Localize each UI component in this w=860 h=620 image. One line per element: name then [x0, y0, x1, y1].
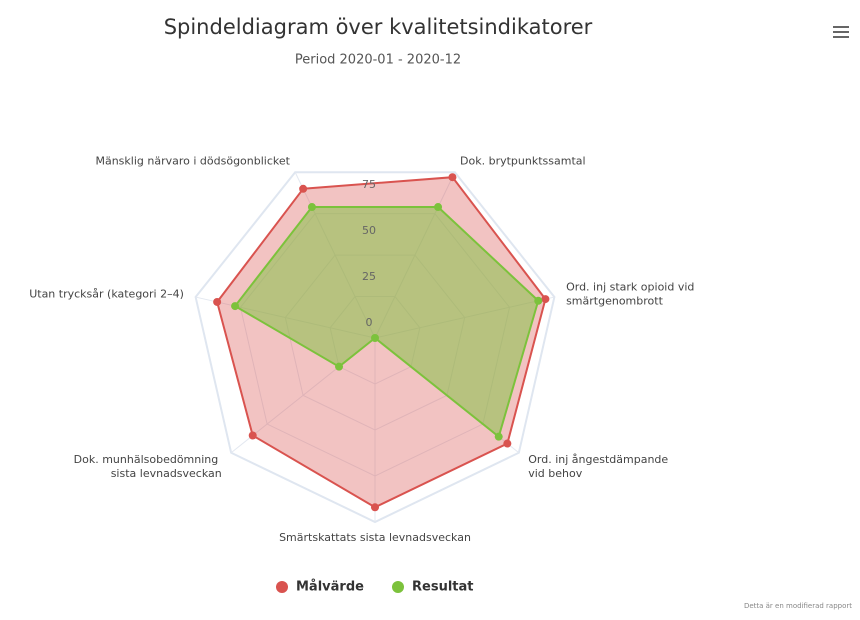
category-label: Utan trycksår (kategori 2–4): [29, 287, 184, 300]
legend-marker: [276, 581, 288, 593]
menu-bar: [833, 31, 849, 33]
legend-label: Målvärde: [296, 580, 364, 595]
data-point: [434, 203, 443, 212]
category-label: Dok. brytpunktssamtal: [460, 154, 586, 167]
legend-label: Resultat: [412, 580, 473, 595]
data-point: [534, 296, 543, 305]
data-point: [541, 295, 550, 304]
data-point: [213, 297, 222, 306]
menu-button[interactable]: [833, 26, 849, 38]
data-point: [503, 439, 512, 448]
category-label: Mänsklig närvaro i dödsögonblicket: [95, 154, 290, 167]
category-label: Dok. munhälsobedömning sista levnadsveck…: [74, 453, 222, 480]
data-point: [299, 184, 308, 193]
series-area: [233, 206, 540, 439]
data-point: [448, 173, 457, 182]
category-label: Ord. inj stark opioid vid smärtgenombrot…: [566, 280, 698, 307]
data-point: [231, 302, 240, 311]
data-point: [371, 503, 379, 512]
chart-subtitle: Period 2020-01 - 2020-12: [295, 53, 461, 68]
data-point: [307, 203, 316, 212]
y-tick-label: 50: [362, 224, 376, 237]
menu-bar: [833, 36, 849, 38]
category-label: Ord. inj ångestdämpande vid behov: [528, 453, 671, 480]
data-point: [248, 431, 257, 440]
data-point: [371, 334, 379, 342]
data-point: [335, 362, 344, 371]
menu-bar: [833, 26, 849, 28]
legend-marker: [392, 581, 404, 593]
y-tick-label: 25: [362, 270, 376, 283]
grid-outer: [194, 171, 556, 524]
y-tick-label: 0: [366, 316, 373, 329]
chart-title: Spindeldiagram över kvalitetsindikatorer: [164, 15, 593, 39]
footnote: Detta är en modifierad rapport: [744, 602, 852, 610]
y-tick-label: 75: [362, 178, 376, 191]
category-label: Smärtskattats sista levnadsveckan: [279, 531, 471, 544]
data-point: [494, 432, 503, 441]
